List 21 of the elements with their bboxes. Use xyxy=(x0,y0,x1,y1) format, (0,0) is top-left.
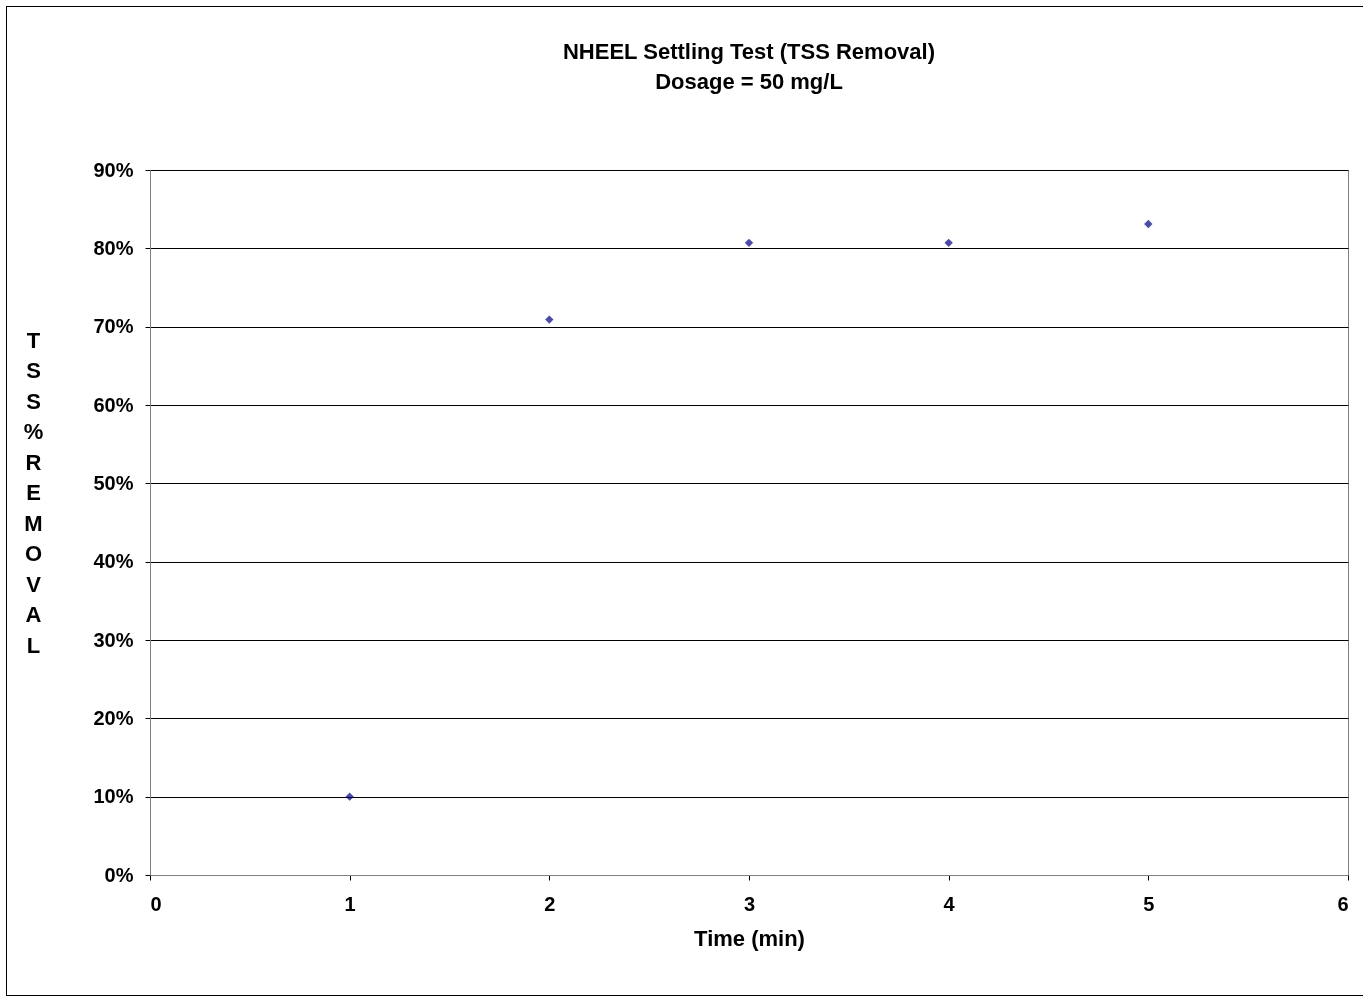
y-tick-label: 30% xyxy=(93,628,134,651)
x-axis-title: Time (min) xyxy=(694,925,805,951)
text: TSS%REMOVAL xyxy=(23,327,44,658)
y-tick-label: 80% xyxy=(93,236,134,259)
y-tick-label: 90% xyxy=(93,158,134,181)
y-tick-label: 40% xyxy=(93,550,134,573)
y-tick-label: 60% xyxy=(93,393,134,416)
x-tick-label: 5 xyxy=(1143,892,1155,915)
x-tick-label: 6 xyxy=(1337,892,1349,915)
x-tick-label: 0 xyxy=(150,892,162,915)
y-tick-label: 70% xyxy=(93,315,134,338)
x-tick-label: 3 xyxy=(743,892,756,915)
y-tick-label: 50% xyxy=(93,471,134,494)
x-tick-label: 4 xyxy=(943,892,956,915)
y-tick-label: 10% xyxy=(93,785,134,808)
x-tick-label: 2 xyxy=(544,892,556,915)
chart-title: NHEEL Settling Test (TSS Removal) xyxy=(562,39,936,64)
chart-subtitle: Dosage = 50 mg/L xyxy=(655,69,843,94)
y-tick-label: 0% xyxy=(104,863,134,886)
x-tick-label: 1 xyxy=(344,892,356,915)
y-tick-label: 20% xyxy=(93,706,134,729)
